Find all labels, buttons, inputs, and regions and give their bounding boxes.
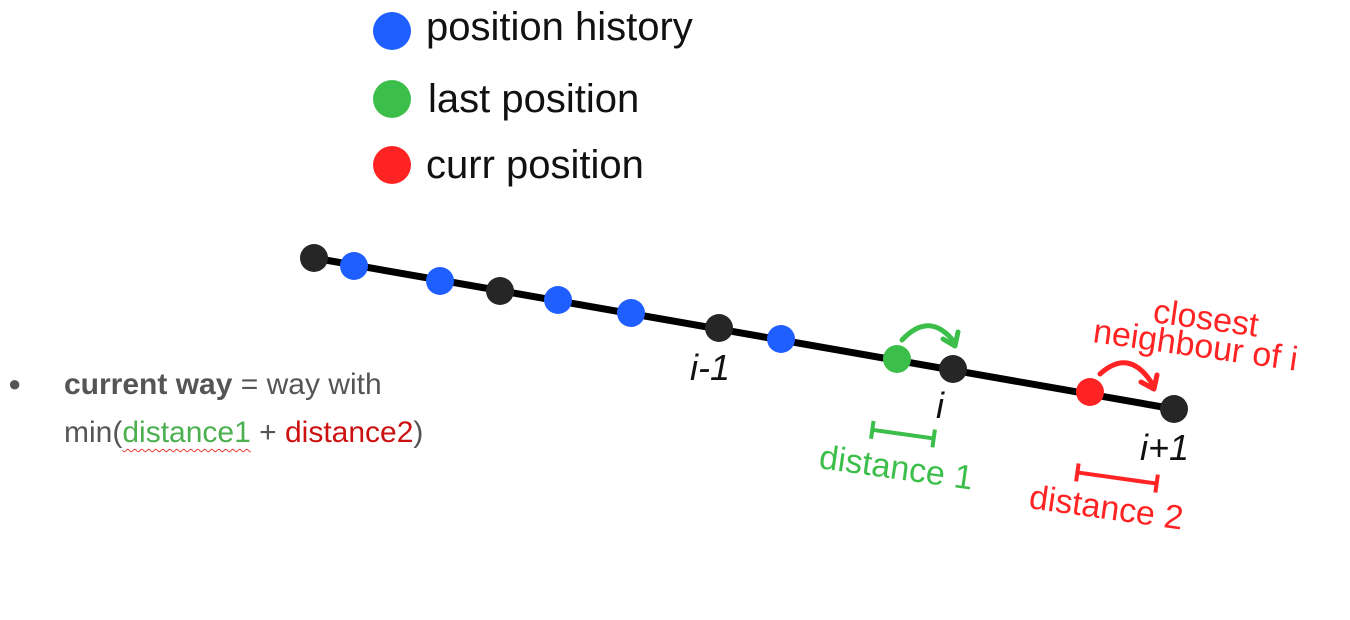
distance-1-label: distance 1 [817, 438, 976, 497]
way-node-i-plus-1 [1160, 395, 1188, 423]
node-label-i-plus-1: i+1 [1140, 427, 1189, 468]
green-arrow [899, 323, 961, 349]
note-bold-text: current way [64, 368, 233, 401]
way-node [486, 277, 514, 305]
history-point [767, 325, 795, 353]
closest-neighbour-label: closest neighbour of i [1091, 292, 1300, 378]
red-arrow [1097, 360, 1160, 392]
node-label-i-minus-1: i-1 [690, 347, 730, 388]
distance-2-marker [1074, 463, 1160, 493]
note-line-2: min(distance1 + distance2) [8, 409, 528, 457]
legend-curr-label: curr position [426, 143, 644, 187]
way-line [310, 254, 1178, 413]
way-node-i [939, 355, 967, 383]
note-close: ) [413, 416, 424, 449]
history-point [340, 252, 368, 280]
distance-1-marker [869, 420, 937, 448]
current-way-note: ● current way = way with min(distance1 + … [8, 360, 528, 457]
note-min-open: min( [64, 416, 123, 449]
node-label-i: i [936, 385, 945, 426]
note-distance1: distance1 [122, 416, 251, 449]
position-history-points [340, 252, 795, 353]
curr-position-point [1076, 378, 1104, 406]
way-nodes [300, 244, 1188, 423]
distance-2-label: distance 2 [1027, 478, 1186, 537]
note-plus: + [250, 416, 285, 449]
last-position-point [883, 345, 911, 373]
history-point [617, 299, 645, 327]
legend-history-label: position history [426, 5, 693, 49]
legend-last-dot [373, 80, 411, 118]
history-point [544, 286, 572, 314]
bullet-icon: ● [8, 371, 22, 396]
note-line-1: ● current way = way with [8, 360, 528, 409]
note-text: = way with [232, 368, 382, 401]
legend-last-label: last position [428, 77, 639, 121]
history-point [426, 267, 454, 295]
way-node [300, 244, 328, 272]
note-distance2: distance2 [284, 416, 414, 449]
legend-history-dot [373, 12, 411, 50]
legend: position history last position curr posi… [373, 5, 693, 187]
legend-curr-dot [373, 146, 411, 184]
way-node-i-minus-1 [705, 314, 733, 342]
